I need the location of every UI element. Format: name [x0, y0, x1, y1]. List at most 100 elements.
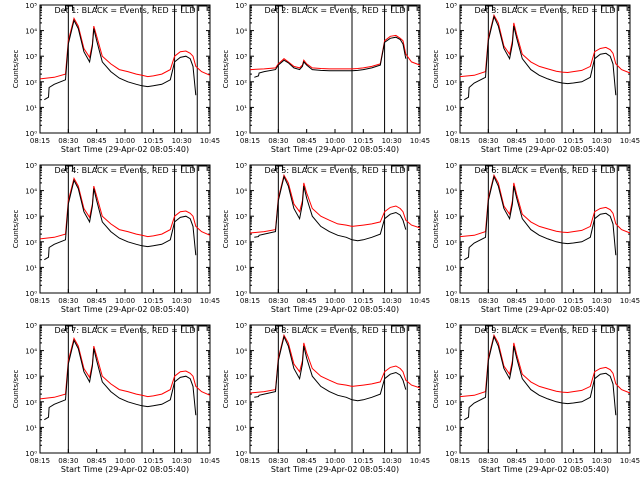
y-tick-label: 10¹ [25, 424, 37, 432]
x-tick-label: 08:45 [297, 297, 317, 305]
y-tick-label: 10⁵ [235, 162, 247, 170]
x-tick-label: 10:15 [353, 297, 373, 305]
panel-title: Det 6: BLACK = Events, RED = LLD [475, 166, 616, 175]
panel: 10⁰ 10¹ 10² 10³ 10⁴ 10⁵ 08:15 08:30 08:45 10:00 10… [222, 322, 430, 474]
y-tick-label: 10¹ [235, 104, 247, 112]
x-tick-label: 08:30 [268, 297, 288, 305]
x-tick-label: 08:30 [268, 137, 288, 145]
panel-title: Det 4: BLACK = Events, RED = LLD [55, 166, 196, 175]
y-tick-label: 10⁵ [25, 2, 37, 10]
y-tick-label: 10⁴ [25, 348, 37, 356]
x-tick-label: 08:45 [87, 457, 107, 465]
x-tick-label: 10:00 [535, 297, 555, 305]
x-tick-label: 08:45 [297, 137, 317, 145]
x-tick-label: 10:45 [410, 137, 430, 145]
panel-title: Det 2: BLACK = Events, RED = LLD [265, 6, 406, 15]
interval-bracket [485, 325, 494, 331]
x-tick-label: 10:00 [325, 457, 345, 465]
y-tick-label: 10⁴ [235, 28, 247, 36]
x-tick-label: 10:45 [200, 457, 220, 465]
y-tick-label: 10⁵ [25, 322, 37, 330]
panel: 10⁰ 10¹ 10² 10³ 10⁴ 10⁵ 08:15 08:30 08:45 10:00 10… [432, 322, 640, 474]
x-tick-label: 10:30 [592, 297, 612, 305]
x-axis-label: Start Time (29-Apr-02 08:05:40) [61, 305, 189, 314]
y-tick-label: 10¹ [235, 264, 247, 272]
y-tick-label: 10⁰ [235, 130, 247, 138]
panel-title: Det 3: BLACK = Events, RED = LLD [475, 6, 616, 15]
y-tick-label: 10² [445, 239, 457, 247]
interval-bracket [275, 5, 284, 11]
x-tick-label: 08:30 [268, 457, 288, 465]
lld-series-line [249, 173, 421, 234]
y-tick-label: 10⁰ [445, 450, 457, 458]
y-tick-label: 10⁵ [445, 322, 457, 330]
y-tick-label: 10⁵ [445, 162, 457, 170]
interval-bracket [198, 5, 208, 11]
x-tick-label: 10:15 [353, 137, 373, 145]
x-tick-label: 10:15 [143, 297, 163, 305]
interval-bracket [65, 5, 74, 11]
x-tick-label: 08:15 [240, 457, 260, 465]
y-axis-label: Counts/sec [432, 210, 440, 249]
interval-bracket [275, 325, 284, 331]
x-tick-label: 10:30 [592, 137, 612, 145]
panel: 10⁰ 10¹ 10² 10³ 10⁴ 10⁵ 08:15 08:30 08:45 10:00 10… [12, 2, 220, 154]
x-axis-label: Start Time (29-Apr-02 08:05:40) [481, 305, 609, 314]
events-series-line [254, 175, 407, 242]
y-axis-label: Counts/sec [222, 50, 230, 89]
y-tick-label: 10¹ [235, 424, 247, 432]
x-tick-label: 08:15 [30, 297, 50, 305]
y-axis-label: Counts/sec [12, 210, 20, 249]
x-tick-label: 10:15 [353, 457, 373, 465]
panel-title: Det 5: BLACK = Events, RED = LLD [265, 166, 406, 175]
x-tick-label: 10:15 [563, 457, 583, 465]
y-tick-label: 10³ [235, 213, 247, 221]
y-tick-label: 10² [25, 399, 37, 407]
x-tick-label: 10:00 [115, 457, 135, 465]
panel-title: Det 1: BLACK = Events, RED = LLD [55, 6, 196, 15]
y-axis-label: Counts/sec [222, 210, 230, 249]
y-tick-label: 10² [235, 79, 247, 87]
y-tick-label: 10¹ [445, 264, 457, 272]
y-axis-label: Counts/sec [432, 50, 440, 89]
y-axis-label: Counts/sec [432, 370, 440, 409]
interval-bracket [408, 5, 418, 11]
interval-bracket [618, 165, 628, 171]
x-tick-label: 08:30 [58, 297, 78, 305]
x-axis-label: Start Time (29-Apr-02 08:05:40) [271, 305, 399, 314]
interval-bracket [198, 165, 208, 171]
y-tick-label: 10⁵ [25, 162, 37, 170]
y-tick-label: 10³ [445, 53, 457, 61]
y-tick-label: 10³ [25, 53, 37, 61]
y-tick-label: 10¹ [25, 104, 37, 112]
x-tick-label: 10:00 [535, 457, 555, 465]
y-tick-label: 10⁴ [445, 188, 457, 196]
y-tick-label: 10³ [445, 213, 457, 221]
y-tick-label: 10¹ [445, 104, 457, 112]
y-tick-label: 10² [445, 79, 457, 87]
x-tick-label: 08:45 [87, 137, 107, 145]
y-tick-label: 10⁵ [235, 2, 247, 10]
lld-series-line [39, 177, 211, 240]
y-tick-label: 10⁴ [235, 188, 247, 196]
x-tick-label: 10:30 [172, 137, 192, 145]
x-tick-label: 08:45 [87, 297, 107, 305]
y-tick-label: 10⁵ [445, 2, 457, 10]
y-tick-label: 10⁰ [235, 450, 247, 458]
x-tick-label: 10:30 [172, 297, 192, 305]
y-tick-label: 10² [25, 79, 37, 87]
x-tick-label: 10:45 [200, 137, 220, 145]
interval-bracket [275, 165, 284, 171]
interval-bracket [65, 165, 74, 171]
events-series-line [44, 338, 197, 421]
y-tick-label: 10⁰ [235, 290, 247, 298]
y-tick-label: 10⁰ [25, 130, 37, 138]
y-tick-label: 10⁰ [25, 450, 37, 458]
x-tick-label: 08:30 [58, 137, 78, 145]
x-tick-label: 08:15 [450, 297, 470, 305]
x-tick-label: 10:30 [172, 457, 192, 465]
y-tick-label: 10¹ [445, 424, 457, 432]
lld-series-line [249, 333, 421, 394]
x-tick-label: 08:15 [30, 457, 50, 465]
lld-series-line [39, 337, 211, 400]
